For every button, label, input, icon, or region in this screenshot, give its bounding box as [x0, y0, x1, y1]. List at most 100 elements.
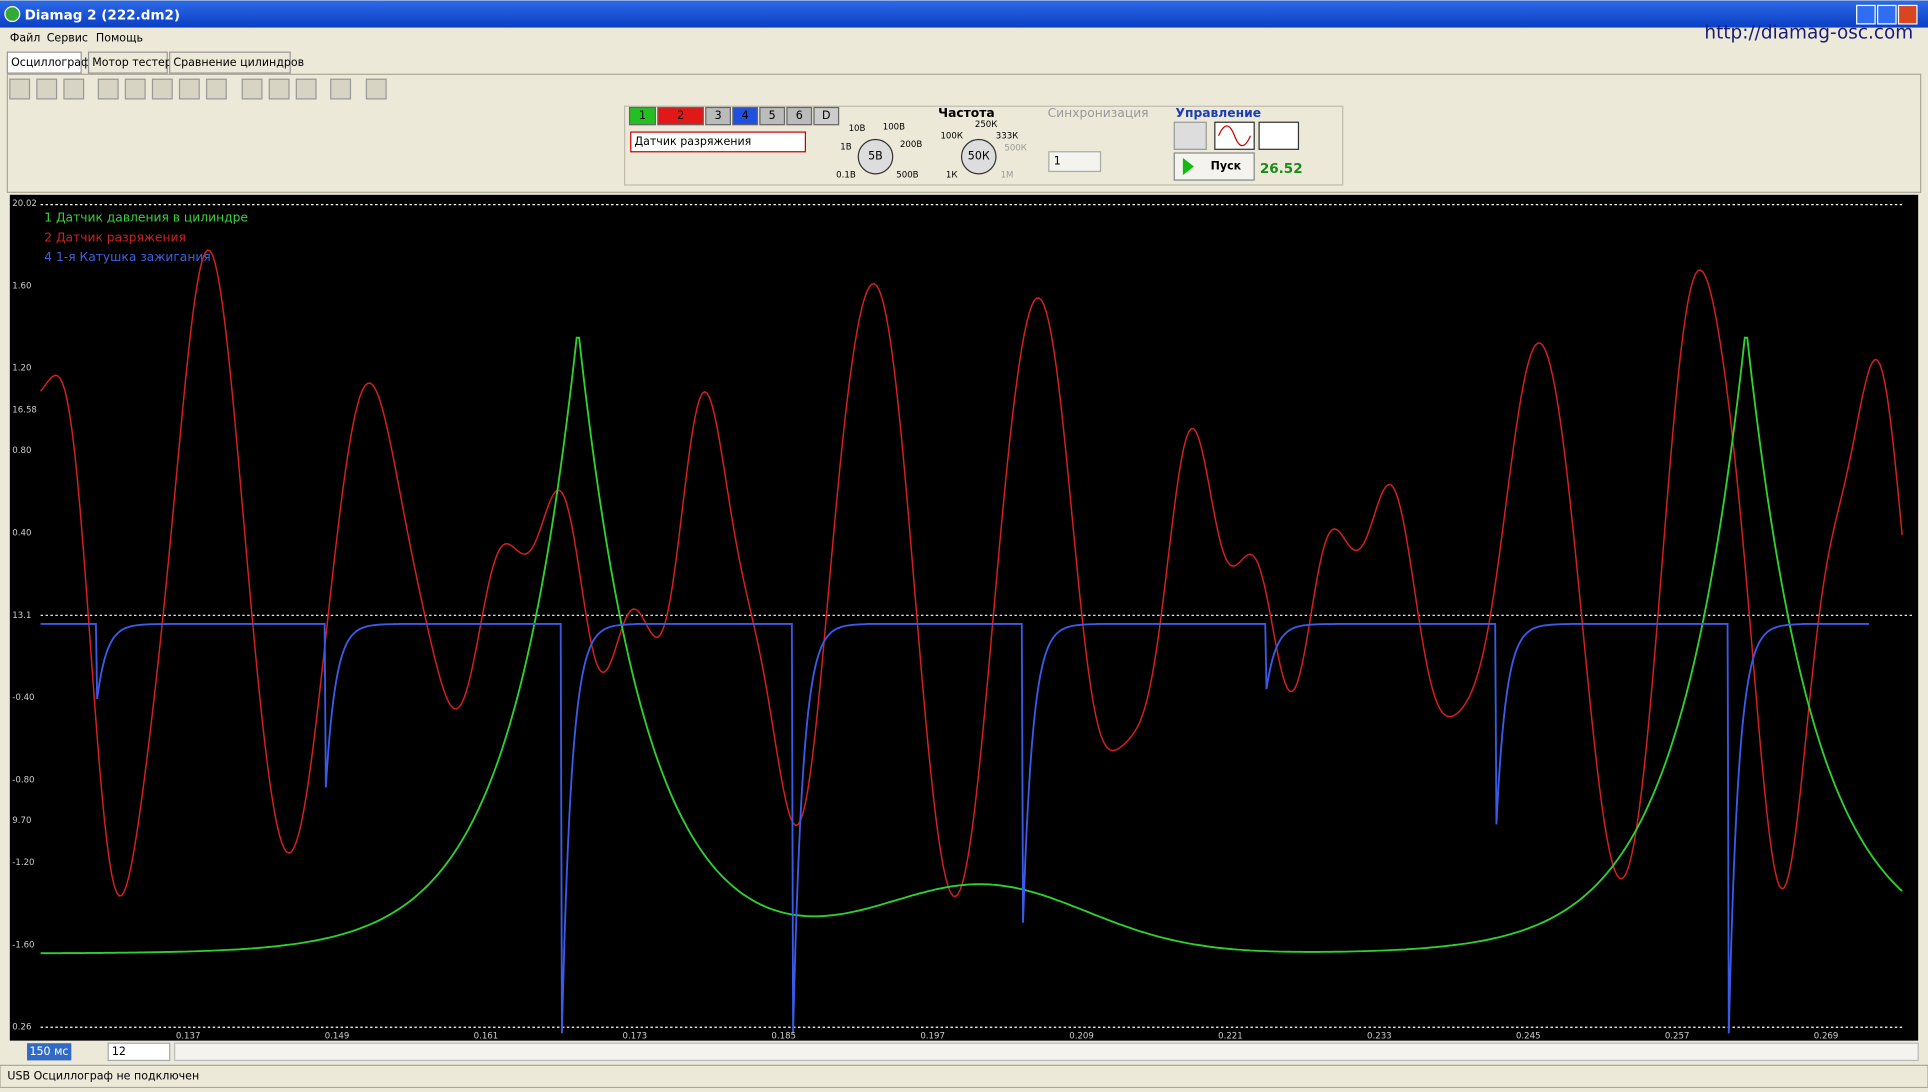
x-axis-label: 0.149 — [325, 1031, 350, 1041]
menu-item[interactable]: Сервис — [47, 32, 88, 45]
pause-button[interactable] — [1173, 121, 1207, 150]
voltage-label: 200В — [900, 140, 922, 150]
voltage-label: 100В — [883, 123, 905, 133]
frequency-label: 1К — [946, 171, 958, 181]
channel-button[interactable] — [732, 106, 759, 126]
channel-label: 5 — [769, 109, 776, 122]
play-icon — [1182, 157, 1194, 176]
toolbar-button[interactable] — [36, 78, 58, 100]
tab-label: Сравнение цилиндров — [173, 56, 304, 69]
y-axis-label: -1.20 — [12, 858, 34, 868]
sensor-name: Датчик разряжения — [634, 135, 751, 148]
frequency-label: 333К — [996, 131, 1019, 141]
y-axis-label: 9.70 — [12, 816, 31, 826]
app-icon — [4, 6, 21, 23]
minimize-button[interactable] — [1856, 4, 1876, 25]
url: http://diamag-osc.com — [1704, 23, 1913, 44]
toolbar-button[interactable] — [365, 78, 387, 100]
channel-button[interactable] — [628, 106, 656, 126]
y-axis-label: 16.58 — [12, 405, 37, 415]
zoom: 12 — [112, 1045, 126, 1058]
close-button[interactable] — [1897, 4, 1918, 25]
window-title: Diamag 2 (222.dm2) — [25, 7, 181, 23]
legend-entry: 2 Датчик разряжения — [44, 230, 186, 244]
frequency-knob[interactable] — [960, 138, 997, 175]
channel-label: 1 — [639, 109, 646, 122]
blue-trace — [40, 623, 1869, 1034]
frequency-title: Частота — [938, 106, 994, 120]
channel-label: 6 — [796, 109, 803, 122]
channel-label: D — [822, 109, 831, 122]
frequency-label: 100К — [940, 131, 963, 141]
channel-label: 3 — [715, 109, 722, 122]
sync-title: Синхронизация — [1048, 106, 1149, 120]
voltage-label: 10В — [849, 124, 866, 134]
channel-label: 2 — [677, 109, 684, 122]
traces — [39, 249, 1903, 1034]
y-axis-label: 0.80 — [12, 446, 31, 456]
red-trace — [39, 249, 1903, 898]
frequency-label: 1М — [1001, 171, 1014, 181]
toolbar-button[interactable] — [330, 78, 352, 100]
control-value: 26.52 — [1260, 161, 1303, 177]
frequency-label: 500К — [1004, 144, 1027, 154]
legend-entry: 1 Датчик давления в цилиндре — [44, 211, 248, 225]
y-axis-label: 0.26 — [12, 1023, 31, 1033]
scope-screen — [9, 194, 1919, 1041]
voltage-label: 500В — [896, 171, 918, 181]
toolbar-button[interactable] — [124, 78, 146, 100]
toolbar-button[interactable] — [97, 78, 119, 100]
voltage-label: 1В — [840, 142, 851, 152]
title-bar — [0, 0, 1928, 28]
noise-button[interactable] — [1258, 121, 1300, 150]
voltage-knob[interactable] — [857, 138, 894, 175]
y-axis-label: 1.60 — [12, 281, 31, 291]
green-trace — [40, 336, 1903, 955]
toolbar-button[interactable] — [268, 78, 290, 100]
sine-button[interactable] — [1214, 121, 1255, 150]
toolbar-button[interactable] — [241, 78, 263, 100]
channel-button[interactable] — [786, 106, 813, 126]
toolbar-button[interactable] — [178, 78, 200, 100]
status-bar — [0, 1064, 1928, 1089]
zoom-select[interactable] — [107, 1042, 171, 1062]
x-axis-label: 0.173 — [623, 1031, 648, 1041]
status: USB Осциллограф не подключен — [7, 1069, 199, 1082]
toolbar-button[interactable] — [205, 78, 227, 100]
maximize-button[interactable] — [1876, 4, 1897, 25]
channel-button[interactable] — [657, 106, 704, 126]
channel-button[interactable] — [813, 106, 840, 126]
x-axis-label: 0.269 — [1814, 1031, 1839, 1041]
tab[interactable] — [169, 51, 291, 74]
timebase-select[interactable] — [27, 1043, 72, 1061]
timebase: 150 мс — [30, 1045, 69, 1058]
channel-label: 4 — [742, 109, 749, 122]
sensor-select[interactable] — [630, 131, 806, 153]
x-axis-label: 0.257 — [1665, 1031, 1690, 1041]
toolbar-button[interactable] — [63, 78, 85, 100]
voltage-value: 5В — [868, 150, 883, 163]
tab[interactable] — [6, 51, 82, 74]
menu-item[interactable]: Помощь — [96, 32, 143, 45]
frequency-value: 50К — [968, 150, 990, 163]
menu-item[interactable]: Файл — [10, 32, 41, 45]
y-axis-label: -0.80 — [12, 776, 34, 786]
x-axis-label: 0.233 — [1367, 1031, 1392, 1041]
toolbar-button[interactable] — [9, 78, 31, 100]
toolbar-button[interactable] — [295, 78, 317, 100]
x-axis-label: 0.137 — [176, 1031, 201, 1041]
tab-label: Осциллограф — [11, 56, 90, 69]
y-axis-label: -1.60 — [12, 940, 34, 950]
sync-select[interactable] — [1048, 151, 1102, 173]
x-axis-label: 0.209 — [1069, 1031, 1094, 1041]
scrollbar[interactable] — [173, 1042, 1919, 1062]
tab[interactable] — [87, 51, 168, 74]
tab-label: Мотор тестер — [92, 56, 172, 69]
channel-button[interactable] — [759, 106, 786, 126]
channel-button[interactable] — [705, 106, 731, 126]
x-axis-label: 0.221 — [1218, 1031, 1243, 1041]
toolbar-button[interactable] — [151, 78, 173, 100]
y-axis-label: 13.1 — [12, 611, 31, 621]
y-axis-label: -0.40 — [12, 693, 34, 703]
